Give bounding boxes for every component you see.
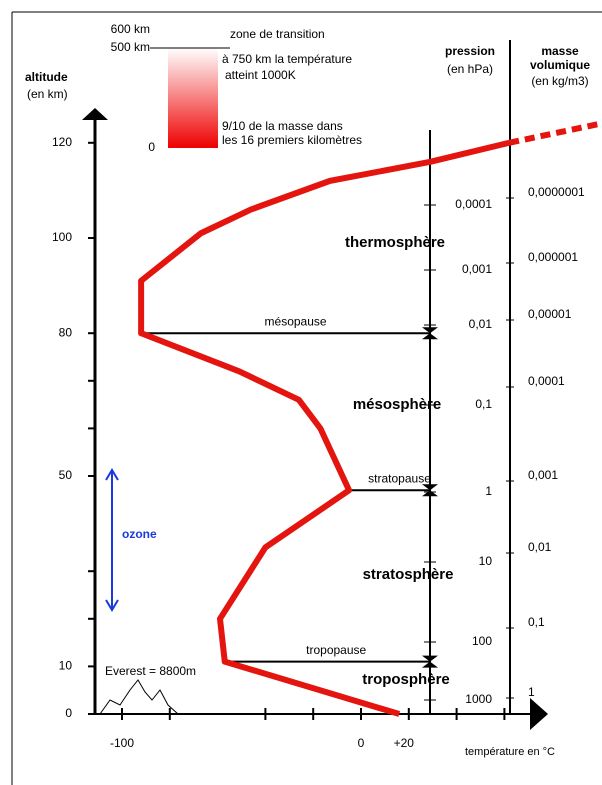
y-tick-label: 120 [52, 135, 72, 149]
pause-marker [422, 655, 438, 668]
inset-label: 600 km [111, 22, 150, 36]
pressure-label: 1000 [465, 692, 492, 706]
pause-marker [422, 484, 438, 497]
density-label: 0,001 [528, 468, 558, 482]
inset-label: 0 [148, 140, 155, 154]
density-label: 0,0001 [528, 374, 565, 388]
inset-note: à 750 km la température [222, 52, 352, 66]
pressure-label: 10 [479, 554, 493, 568]
pressure-label: 100 [472, 634, 492, 648]
density-label: 0,000001 [528, 250, 578, 264]
axis-unit: (en kg/m3) [531, 74, 588, 88]
density-label: 1 [528, 685, 535, 699]
layer-label: troposphère [362, 671, 450, 688]
inset-note: 9/10 de la masse dans [222, 119, 343, 133]
pressure-label: 0,001 [462, 262, 492, 276]
y-tick-label: 0 [65, 706, 72, 720]
axis-title: pression [445, 44, 495, 58]
axis-arrow [530, 698, 548, 730]
inset-note: atteint 1000K [225, 68, 296, 82]
layer-label: thermosphère [345, 234, 445, 251]
pause-label: tropopause [306, 643, 366, 657]
layer-label: stratosphère [363, 566, 454, 583]
y-tick-label: 10 [59, 659, 73, 673]
inset-note: les 16 premiers kilomètres [222, 133, 362, 147]
axis-title: altitude [25, 70, 68, 84]
inset-label: 500 km [111, 40, 150, 54]
axis-title: température en °C [465, 746, 555, 758]
y-tick-label: 50 [59, 468, 73, 482]
density-label: 0,00001 [528, 307, 572, 321]
axis-arrow [82, 108, 108, 120]
pause-marker [422, 327, 438, 340]
pressure-label: 0,1 [475, 397, 492, 411]
x-tick-label: -100 [110, 736, 134, 750]
pressure-label: 1 [485, 484, 492, 498]
layer-label: mésosphère [353, 396, 441, 413]
x-tick-label: +20 [394, 736, 415, 750]
density-label: 0,0000001 [528, 185, 585, 199]
y-tick-label: 100 [52, 230, 72, 244]
pause-label: mésopause [265, 314, 327, 328]
y-tick-label: 80 [59, 325, 73, 339]
ozone-label: ozone [122, 527, 157, 541]
ozone-arrow [105, 468, 119, 612]
inset-label: zone de transition [230, 27, 325, 41]
extrapolated-curve [508, 120, 601, 146]
axis-unit: (en hPa) [447, 62, 493, 76]
temperature-curve [138, 139, 510, 717]
pressure-label: 0,0001 [455, 197, 492, 211]
everest [99, 679, 179, 715]
axis-title: masse [541, 44, 579, 58]
axis-unit: (en km) [27, 87, 68, 101]
everest-label: Everest = 8800m [105, 664, 196, 678]
pressure-label: 0,01 [469, 317, 493, 331]
x-tick-label: 0 [358, 736, 365, 750]
density-label: 0,1 [528, 615, 545, 629]
pause-label: stratopause [368, 471, 431, 485]
inset-gradient [168, 48, 218, 148]
density-label: 0,01 [528, 540, 552, 554]
axis-title: volumique [530, 58, 590, 72]
